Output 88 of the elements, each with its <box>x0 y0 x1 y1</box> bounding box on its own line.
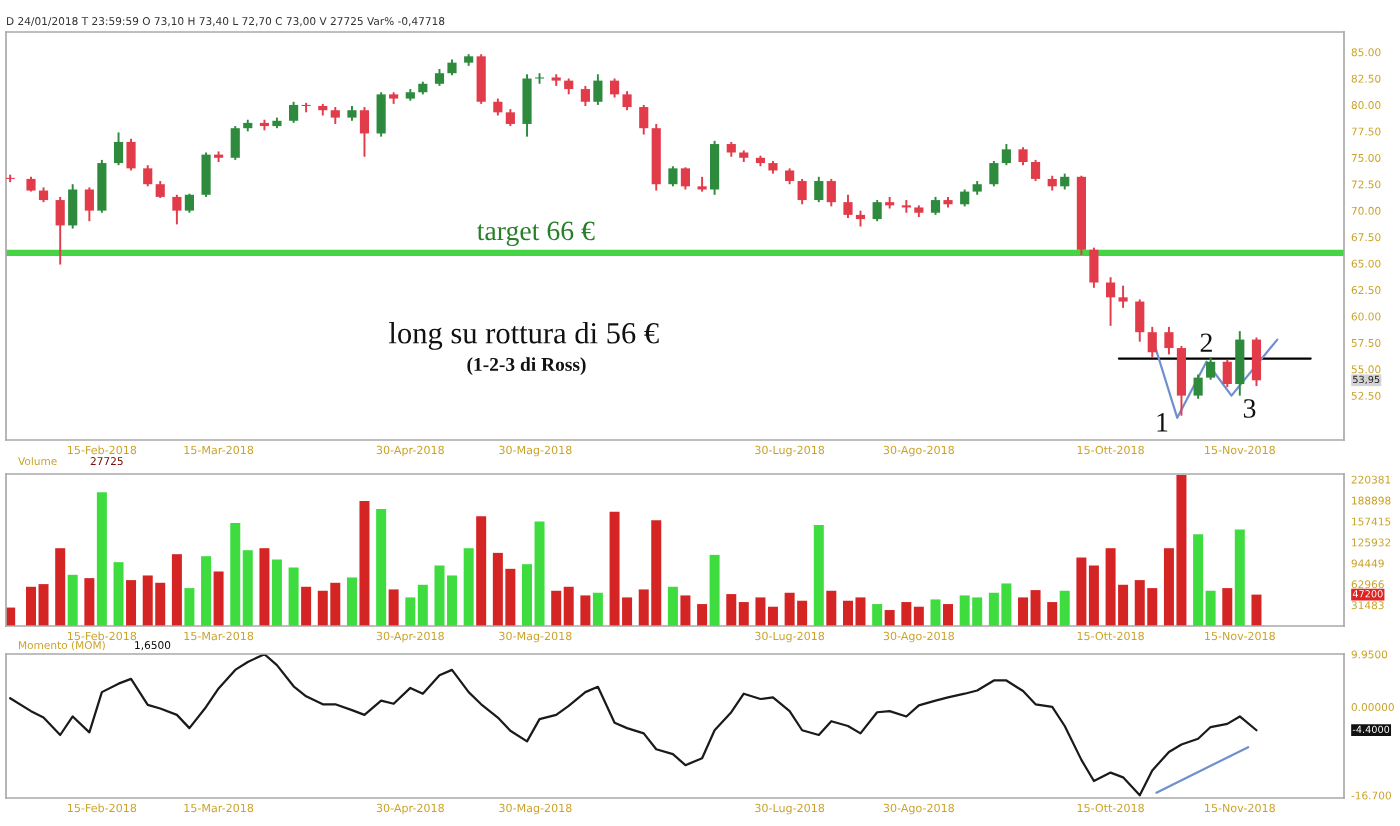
bar <box>1234 529 1245 626</box>
candlestick <box>1147 325 1157 359</box>
bar <box>271 559 282 626</box>
candlestick <box>1176 344 1187 417</box>
candlestick <box>680 166 691 191</box>
candlestick <box>230 125 240 161</box>
candlestick <box>826 177 836 208</box>
candlestick <box>476 53 486 105</box>
bar <box>96 492 107 626</box>
bar <box>592 592 603 626</box>
bar <box>826 590 837 626</box>
candlestick <box>622 90 632 112</box>
bar <box>388 589 399 626</box>
candlestick <box>1105 276 1116 327</box>
candlestick <box>376 91 386 138</box>
candlestick <box>97 158 107 214</box>
bar <box>184 588 195 626</box>
bar <box>346 577 357 626</box>
bar <box>884 610 895 626</box>
candlestick <box>668 165 678 188</box>
candlestick <box>1135 298 1145 343</box>
bar <box>930 599 941 626</box>
annotation: (1-2-3 di Ross) <box>467 357 586 375</box>
ref-line-label: target 66 € <box>476 221 595 246</box>
candlestick <box>639 103 649 136</box>
bar <box>476 516 487 626</box>
candlestick <box>184 192 194 214</box>
bar <box>126 580 137 626</box>
candlestick <box>1235 330 1245 397</box>
candlestick <box>872 199 882 223</box>
candlestick <box>580 84 590 107</box>
candlestick <box>593 73 603 106</box>
candlestick <box>1193 373 1203 400</box>
line-series <box>9 654 1258 797</box>
candlestick <box>289 100 299 124</box>
bar <box>680 595 691 626</box>
candlestick <box>84 186 94 223</box>
annotation: 1 <box>1157 413 1168 432</box>
candlestick <box>1251 336 1262 388</box>
bar <box>359 501 370 626</box>
candlestick <box>201 151 211 198</box>
candlestick <box>143 164 153 188</box>
bar <box>667 586 678 626</box>
annotation: long su rottura di 56 € <box>389 322 659 350</box>
candlestick <box>797 177 807 206</box>
bar <box>580 595 591 626</box>
candlestick <box>1222 358 1232 389</box>
candlestick <box>359 106 370 158</box>
candlestick <box>172 193 182 226</box>
bar <box>171 554 182 626</box>
bar <box>697 604 708 626</box>
candlestick <box>1206 356 1216 381</box>
bar <box>259 548 270 626</box>
bar <box>1222 588 1233 626</box>
candlestick <box>814 175 824 204</box>
bar <box>943 604 954 626</box>
bar <box>67 574 78 626</box>
candlestick <box>710 139 720 196</box>
bar <box>113 562 124 626</box>
bar <box>1059 590 1070 626</box>
bar <box>213 571 224 626</box>
bar <box>376 508 387 626</box>
bar <box>201 556 212 626</box>
bar <box>813 524 824 626</box>
bar <box>84 578 95 626</box>
candlestick <box>609 77 620 99</box>
annotation: 3 <box>1243 399 1256 418</box>
candlestick <box>1118 284 1128 309</box>
candlestick <box>113 131 124 167</box>
candlestick <box>55 195 65 266</box>
candlestick <box>1001 143 1011 167</box>
candlestick <box>989 159 999 188</box>
candlestick <box>522 73 532 138</box>
candlestick <box>1164 325 1174 356</box>
bar <box>1047 602 1058 626</box>
candlestick <box>1030 158 1041 183</box>
bar <box>288 567 299 626</box>
bar <box>55 548 66 626</box>
candlestick <box>126 137 136 172</box>
bar <box>872 604 883 626</box>
candlestick <box>1089 246 1099 289</box>
bar <box>709 554 720 626</box>
candlestick <box>843 193 853 219</box>
candlestick <box>68 183 78 230</box>
annotation: 2 <box>1200 333 1212 352</box>
bar <box>1251 594 1262 626</box>
bar <box>301 586 312 626</box>
bar <box>463 548 474 626</box>
